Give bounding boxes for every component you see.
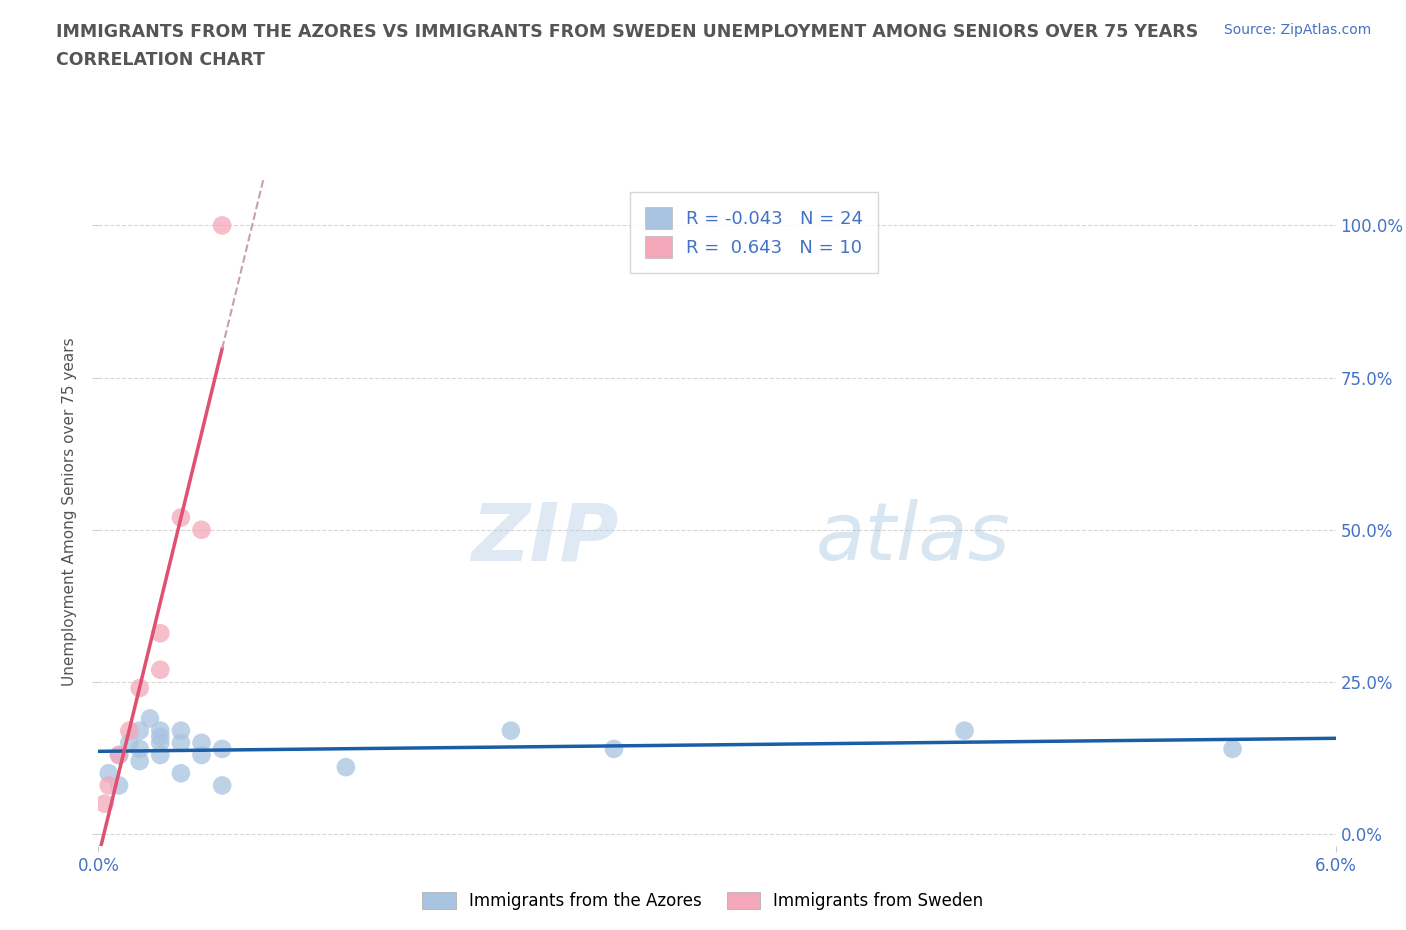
- Legend: Immigrants from the Azores, Immigrants from Sweden: Immigrants from the Azores, Immigrants f…: [416, 885, 990, 917]
- Point: [211, 741, 233, 756]
- Point: [149, 736, 172, 751]
- Point: [108, 778, 131, 793]
- Point: [953, 724, 976, 738]
- Point: [190, 736, 212, 751]
- Point: [211, 778, 233, 793]
- Point: [335, 760, 357, 775]
- Point: [149, 626, 172, 641]
- Point: [149, 662, 172, 677]
- Point: [149, 729, 172, 744]
- Text: atlas: atlas: [815, 499, 1011, 578]
- Point: [1222, 741, 1244, 756]
- Point: [118, 724, 141, 738]
- Point: [128, 724, 150, 738]
- Text: CORRELATION CHART: CORRELATION CHART: [56, 51, 266, 69]
- Point: [190, 748, 212, 763]
- Legend: R = -0.043   N = 24, R =  0.643   N = 10: R = -0.043 N = 24, R = 0.643 N = 10: [630, 193, 877, 272]
- Point: [118, 736, 141, 751]
- Point: [211, 218, 233, 232]
- Text: Source: ZipAtlas.com: Source: ZipAtlas.com: [1223, 23, 1371, 37]
- Point: [170, 511, 193, 525]
- Point: [170, 765, 193, 780]
- Point: [128, 681, 150, 696]
- Point: [149, 748, 172, 763]
- Point: [97, 778, 120, 793]
- Point: [139, 711, 162, 726]
- Point: [108, 748, 131, 763]
- Point: [190, 523, 212, 538]
- Y-axis label: Unemployment Among Seniors over 75 years: Unemployment Among Seniors over 75 years: [62, 338, 77, 685]
- Text: IMMIGRANTS FROM THE AZORES VS IMMIGRANTS FROM SWEDEN UNEMPLOYMENT AMONG SENIORS : IMMIGRANTS FROM THE AZORES VS IMMIGRANTS…: [56, 23, 1198, 41]
- Point: [97, 765, 120, 780]
- Point: [170, 736, 193, 751]
- Point: [149, 724, 172, 738]
- Point: [128, 753, 150, 768]
- Point: [108, 748, 131, 763]
- Point: [499, 724, 522, 738]
- Point: [603, 741, 626, 756]
- Point: [170, 724, 193, 738]
- Text: ZIP: ZIP: [471, 499, 619, 578]
- Point: [128, 741, 150, 756]
- Point: [93, 796, 115, 811]
